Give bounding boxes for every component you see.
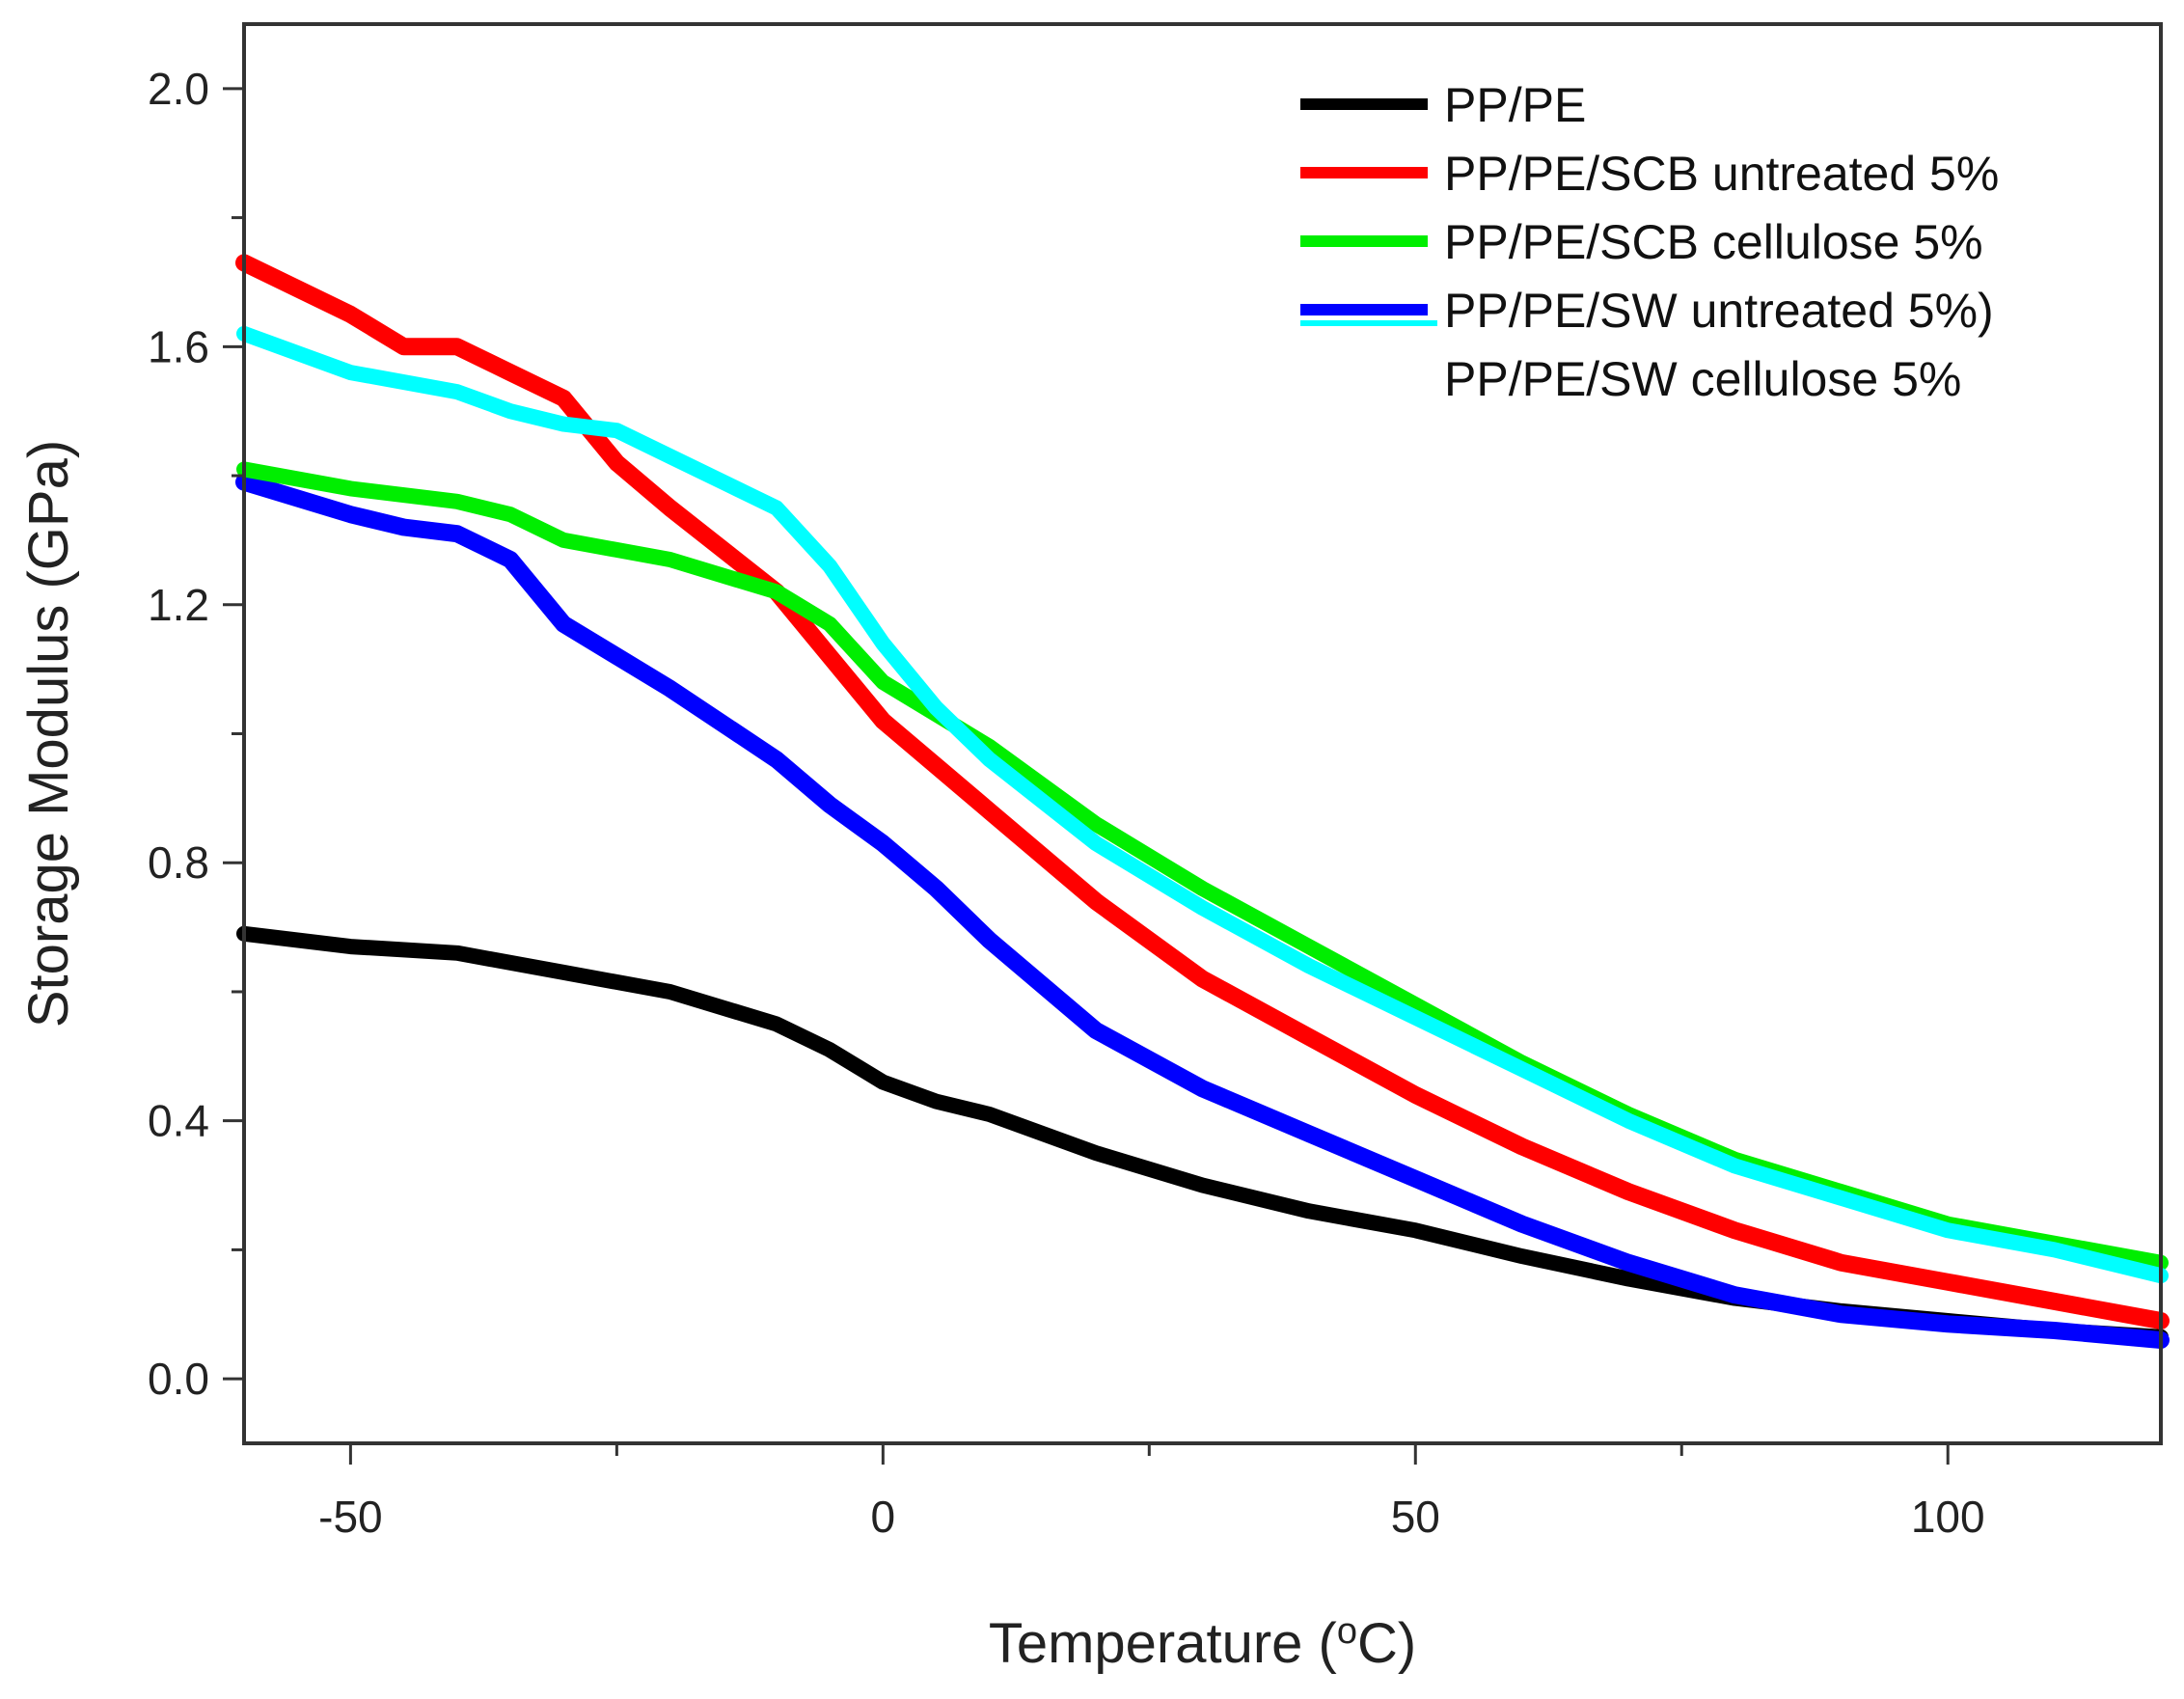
legend-label: PP/PE/SCB cellulose 5% — [1444, 215, 1983, 269]
series-line — [235, 473, 2170, 1349]
y-tick-label: 1.2 — [148, 580, 209, 630]
legend-label: PP/PE/SW untreated 5%) — [1444, 284, 1994, 338]
series-group — [235, 254, 2170, 1349]
y-tick-label: 1.6 — [148, 321, 209, 371]
y-tick-label: 0.8 — [148, 837, 209, 888]
y-axis-title: Storage Modulus (GPa) — [17, 440, 80, 1028]
y-tick-label: 0.4 — [148, 1096, 209, 1146]
legend-label: PP/PE — [1444, 78, 1586, 132]
x-axis-title-unit: C) — [1357, 1612, 1416, 1675]
y-tick-label: 0.0 — [148, 1354, 209, 1404]
x-axis-title: Temperature (oC) — [989, 1611, 1416, 1675]
x-tick-label: 100 — [1911, 1492, 1985, 1542]
legend-label: PP/PE/SW cellulose 5% — [1444, 352, 1961, 406]
x-axis-title-main: Temperature ( — [989, 1612, 1337, 1675]
legend-label: PP/PE/SCB untreated 5% — [1444, 147, 1999, 201]
series-line — [236, 325, 2169, 1284]
x-tick-label: 0 — [871, 1492, 896, 1542]
axis-ticks: -50 0 50 100 0.0 0.4 0.8 1.2 1.6 2.0 — [148, 64, 1985, 1542]
x-tick-label: -50 — [318, 1492, 382, 1542]
y-tick-label: 2.0 — [148, 64, 209, 114]
legend: PP/PE PP/PE/SCB untreated 5% PP/PE/SCB cel… — [1300, 78, 1999, 406]
series-line — [235, 254, 2170, 1329]
x-tick-label: 50 — [1391, 1492, 1440, 1542]
x-axis-title-superscript: o — [1337, 1611, 1357, 1652]
